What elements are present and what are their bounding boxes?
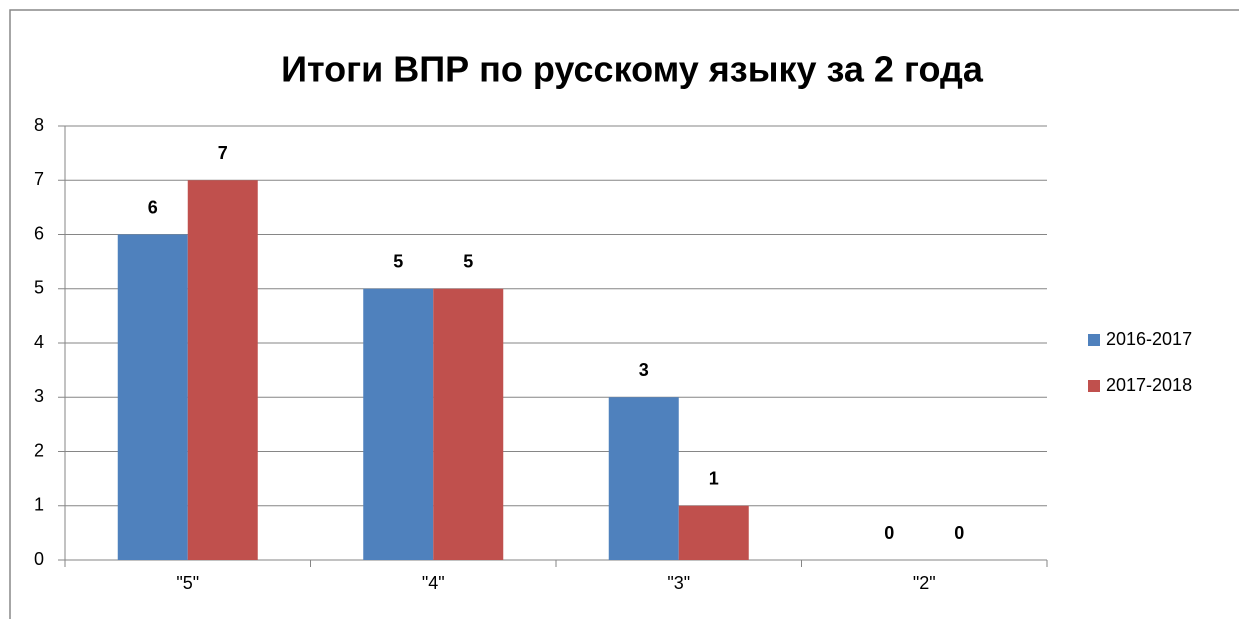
y-tick-label: 5 (34, 278, 44, 298)
data-label: 7 (218, 143, 228, 163)
x-tick-label: "4" (422, 573, 445, 593)
y-tick-label: 2 (34, 440, 44, 460)
legend-swatch (1088, 380, 1100, 392)
y-tick-label: 8 (34, 115, 44, 135)
bar (117, 234, 188, 560)
legend-label: 2017-2018 (1106, 375, 1192, 395)
y-tick-label: 7 (34, 169, 44, 189)
bar (608, 397, 679, 560)
data-label: 6 (148, 197, 158, 217)
legend-label: 2016-2017 (1106, 329, 1192, 349)
bar (187, 180, 258, 560)
x-tick-label: "3" (667, 573, 690, 593)
data-label: 3 (639, 360, 649, 380)
bar (678, 505, 749, 560)
chart-title: Итоги ВПР по русскому языку за 2 года (281, 49, 984, 90)
y-tick-label: 3 (34, 386, 44, 406)
data-label: 1 (709, 469, 719, 489)
legend-swatch (1088, 334, 1100, 346)
y-tick-label: 6 (34, 223, 44, 243)
data-label: 0 (884, 523, 894, 543)
bar (363, 288, 434, 560)
y-tick-label: 4 (34, 332, 44, 352)
y-tick-label: 0 (34, 549, 44, 569)
x-tick-label: "5" (176, 573, 199, 593)
y-tick-label: 1 (34, 495, 44, 515)
x-tick-label: "2" (913, 573, 936, 593)
data-label: 5 (393, 252, 403, 272)
bar (433, 288, 504, 560)
data-label: 0 (954, 523, 964, 543)
data-label: 5 (463, 252, 473, 272)
